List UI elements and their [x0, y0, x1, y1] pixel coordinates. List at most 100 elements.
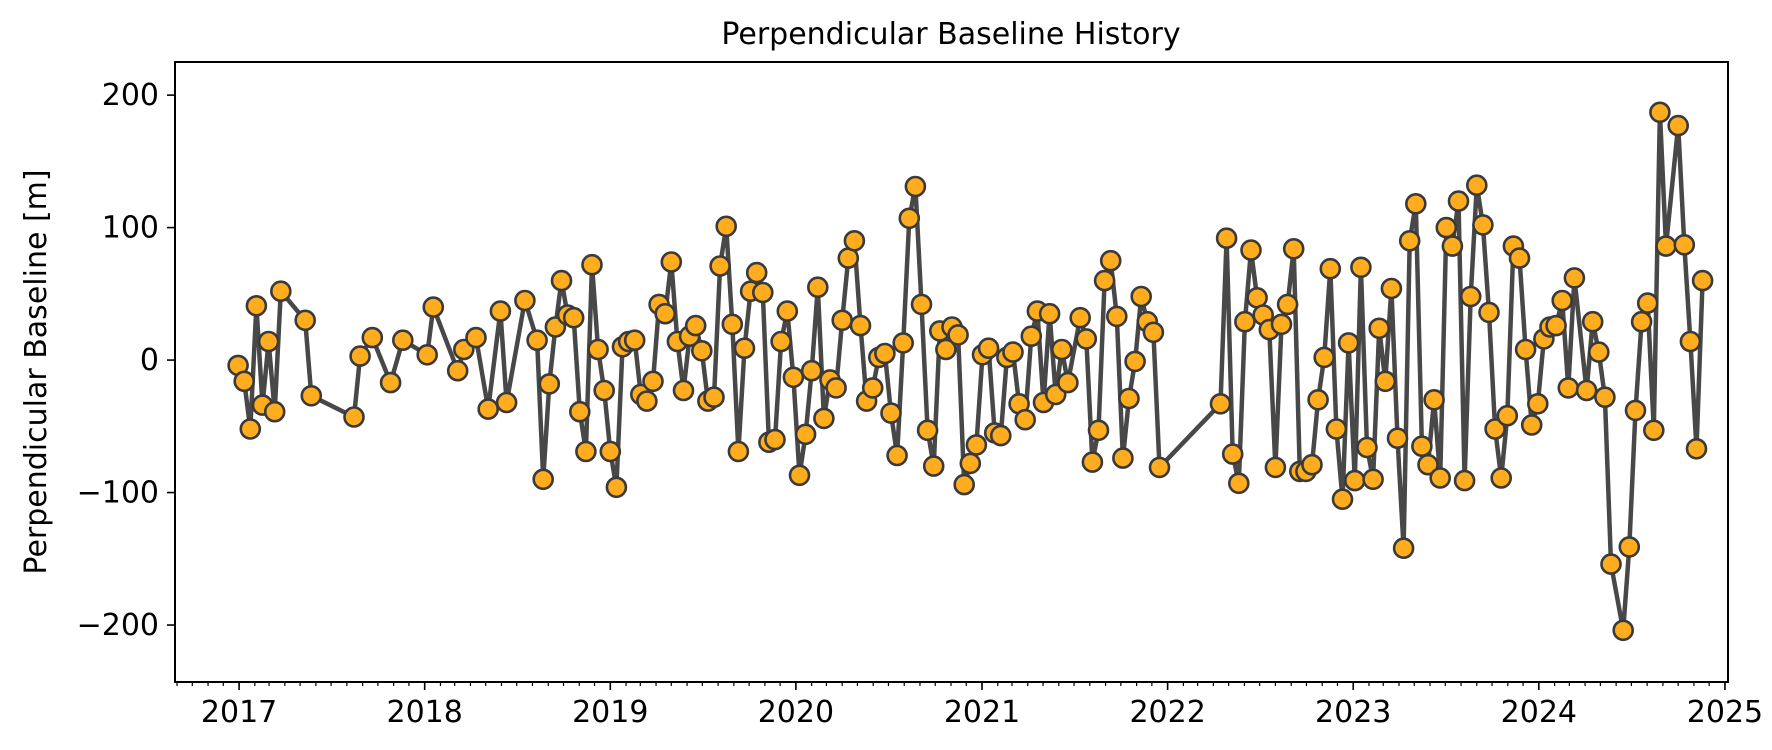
data-point [1264, 456, 1287, 479]
data-point [874, 342, 896, 365]
data-point [349, 345, 371, 367]
data-point [1514, 338, 1537, 361]
data-point [1124, 350, 1146, 373]
data-point [1344, 469, 1366, 492]
data-point [1411, 435, 1433, 458]
data-point [1057, 371, 1079, 394]
data-point [263, 400, 286, 423]
data-point [1075, 328, 1098, 350]
data-point [636, 390, 658, 412]
data-point [1362, 468, 1384, 491]
data-point [1557, 377, 1580, 399]
data-point [489, 300, 512, 322]
chart-title: Perpendicular Baseline History [721, 17, 1180, 52]
data-point [745, 261, 768, 284]
data-point [1380, 277, 1403, 300]
data-point [751, 281, 774, 304]
plot-frame [174, 61, 1729, 683]
data-point [770, 330, 792, 353]
data-point [1002, 341, 1024, 363]
data-point [794, 423, 817, 446]
x-tick-label: 2018 [387, 695, 463, 730]
data-point [1392, 537, 1415, 560]
data-point [800, 359, 823, 382]
data-point [623, 329, 646, 352]
plot-axes [174, 61, 1729, 683]
data-point [709, 255, 731, 277]
data-point [495, 391, 518, 414]
data-point [1148, 456, 1171, 479]
data-point [1551, 289, 1573, 312]
data-point [684, 314, 707, 337]
data-point [1466, 174, 1488, 196]
data-point [861, 377, 884, 399]
data-point [1630, 310, 1653, 333]
y-tick-label: 200 [102, 78, 159, 113]
data-point [715, 215, 738, 238]
data-point [294, 309, 317, 332]
data-point [1459, 285, 1482, 308]
data-point [1020, 325, 1043, 348]
data-point [1636, 292, 1659, 314]
data-point [1490, 467, 1512, 489]
data-point [843, 230, 866, 252]
data-point [989, 424, 1012, 447]
data-point [1685, 437, 1708, 460]
data-point [1240, 239, 1262, 261]
data-point [550, 269, 573, 292]
data-point [1356, 436, 1378, 459]
data-point [587, 338, 609, 361]
x-axis-ticks: 2017 2018 2019 2020 2021 2022 2023 2024 2025 [201, 682, 1763, 730]
data-point [1575, 379, 1598, 402]
data-point [1337, 332, 1360, 354]
data-point [1417, 453, 1439, 476]
data-point [788, 464, 811, 487]
data-point [575, 440, 597, 463]
data-point [1496, 404, 1519, 427]
data-point [1435, 216, 1458, 239]
data-point [465, 326, 487, 349]
data-point [1624, 399, 1647, 422]
data-point [904, 175, 927, 198]
data-point [672, 379, 695, 402]
baseline-series [227, 101, 1714, 642]
data-point [959, 452, 982, 475]
data-point [1563, 267, 1586, 289]
data-point [1319, 257, 1342, 280]
data-point [1679, 330, 1702, 353]
x-tick-label: 2021 [944, 695, 1020, 730]
data-point [361, 326, 384, 349]
x-tick-label: 2022 [1129, 695, 1205, 730]
data-point [1484, 418, 1506, 440]
data-point [1423, 388, 1445, 411]
data-point [813, 407, 835, 430]
data-point [1545, 314, 1567, 337]
data-point [727, 440, 750, 463]
data-point [825, 377, 847, 399]
data-point [690, 339, 713, 362]
data-point [935, 338, 957, 361]
data-point [239, 418, 262, 440]
data-point [1142, 321, 1165, 344]
data-point [1520, 414, 1543, 436]
data-point [1612, 619, 1634, 642]
data-point [1130, 285, 1152, 308]
data-point [1093, 269, 1116, 292]
data-point [1374, 370, 1397, 393]
data-point [1594, 386, 1616, 409]
x-tick-label: 2019 [572, 695, 648, 730]
data-point [245, 294, 268, 317]
data-point [1325, 418, 1348, 440]
data-point [1453, 469, 1476, 492]
data-point [379, 371, 402, 394]
data-point [391, 329, 414, 352]
data-point [806, 276, 829, 299]
data-point [1527, 392, 1549, 415]
data-point [831, 309, 854, 332]
data-point [776, 300, 799, 322]
data-point [660, 251, 683, 273]
data-point [1429, 467, 1451, 489]
y-axis-label: Perpendicular Baseline [m] [19, 169, 54, 574]
data-point [1691, 269, 1714, 292]
data-point [1667, 114, 1689, 137]
